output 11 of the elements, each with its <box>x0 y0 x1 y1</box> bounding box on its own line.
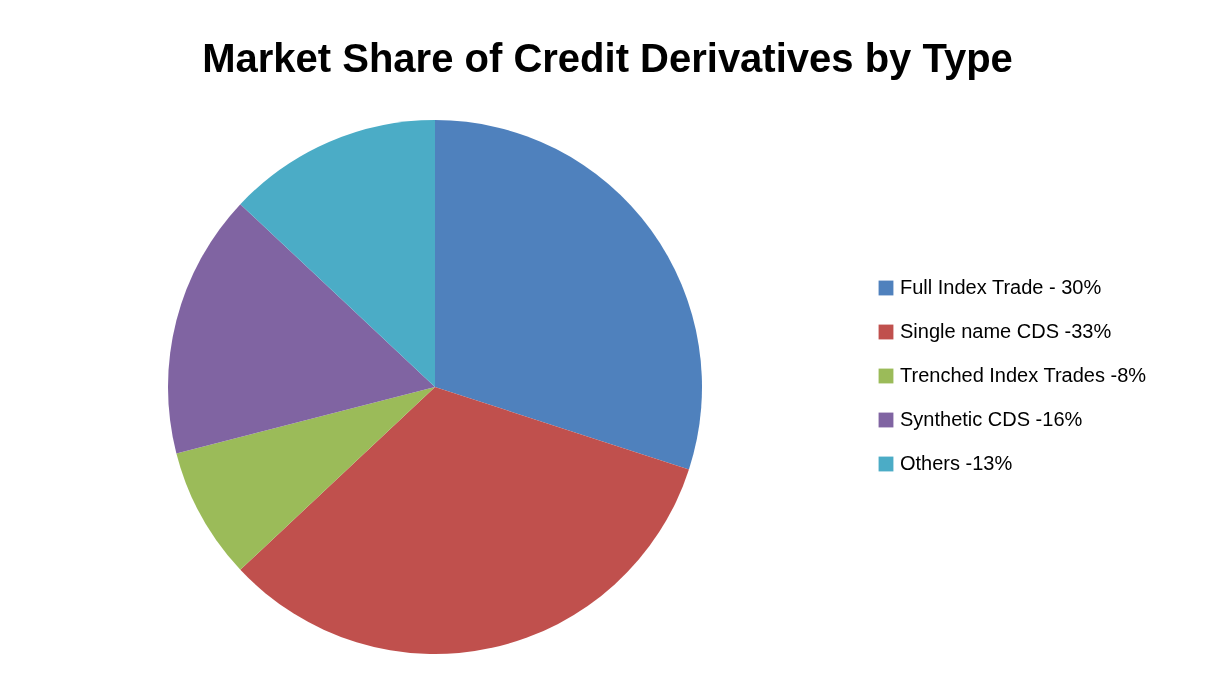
pie-slice <box>176 387 435 570</box>
pie-slice <box>435 120 702 470</box>
chart-title: Market Share of Credit Derivatives by Type <box>202 36 1013 80</box>
pie-slice <box>168 204 435 454</box>
legend-label: Trenched Index Trades -8% <box>900 364 1147 386</box>
legend-label: Full Index Trade - 30% <box>900 276 1102 298</box>
pie-slice <box>240 387 689 654</box>
legend-label: Single name CDS -33% <box>900 320 1112 342</box>
legend-label: Others -13% <box>900 452 1013 474</box>
legend-label: Synthetic CDS -16% <box>900 408 1083 430</box>
pie-slice <box>240 120 435 387</box>
